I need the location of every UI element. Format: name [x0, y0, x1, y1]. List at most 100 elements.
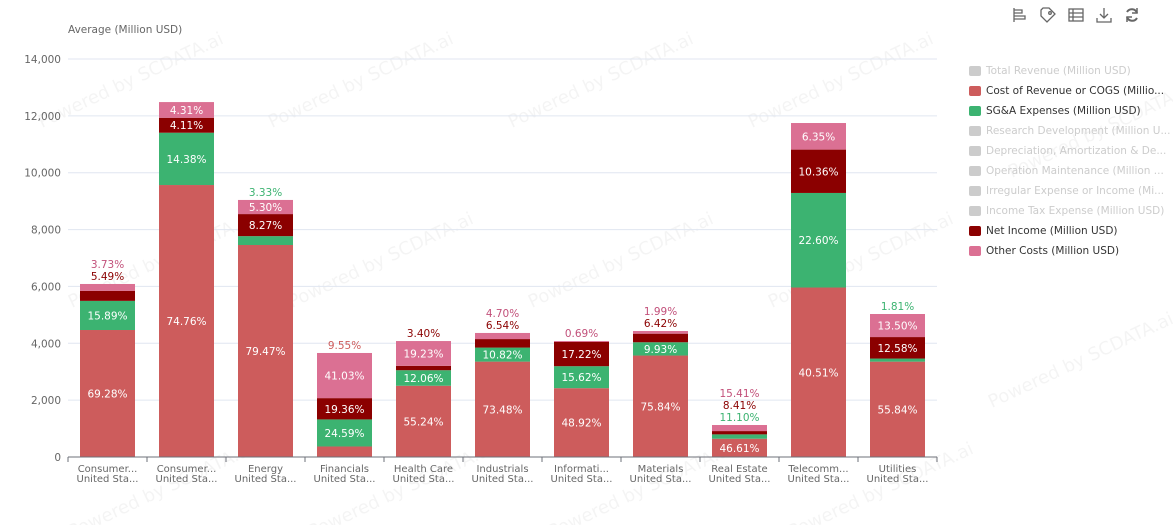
legend-label: Depreciation, Amortization & De... — [986, 145, 1167, 157]
legend-item[interactable]: Net Income (Million USD) — [969, 221, 1170, 241]
data-label: 4.70% — [486, 308, 519, 320]
legend-label: Other Costs (Million USD) — [986, 245, 1120, 257]
legend-item[interactable]: Total Revenue (Million USD) — [969, 61, 1170, 81]
bar-segment[interactable] — [633, 355, 688, 457]
bar-segment[interactable] — [396, 341, 451, 366]
data-label: 6.35% — [802, 131, 835, 143]
data-label: 12.06% — [403, 373, 443, 385]
bar-segment[interactable] — [475, 332, 530, 340]
legend-swatch-icon — [969, 166, 981, 176]
data-label: 4.31% — [170, 105, 203, 117]
legend-item[interactable]: Operation Maintenance (Million ... — [969, 161, 1170, 181]
data-label: 55.84% — [877, 404, 917, 416]
bar-segment[interactable] — [80, 290, 135, 301]
bar-segment[interactable] — [633, 342, 688, 356]
bar-segment[interactable] — [554, 341, 609, 342]
data-label: 5.49% — [91, 271, 124, 283]
legend-swatch-icon — [969, 86, 981, 96]
data-label: 6.42% — [644, 318, 677, 330]
bar-segment[interactable] — [238, 214, 293, 237]
legend-item[interactable]: Irregular Expense or Income (Mi... — [969, 181, 1170, 201]
x-tick-label: United Sta... — [235, 474, 297, 485]
x-tick-label: Informati... — [554, 464, 609, 475]
bar-segment[interactable] — [712, 425, 767, 432]
bar-segment[interactable] — [159, 117, 214, 133]
legend-item[interactable]: SG&A Expenses (Million USD) — [969, 101, 1170, 121]
bar-segment[interactable] — [712, 438, 767, 457]
legend-item[interactable]: Research Development (Million U... — [969, 121, 1170, 141]
bar-segment[interactable] — [317, 352, 372, 399]
bar-segment[interactable] — [870, 314, 925, 338]
bar-segment[interactable] — [396, 370, 451, 386]
bar-segment[interactable] — [870, 337, 925, 359]
y-tick-label: 2,000 — [31, 395, 61, 407]
bar-segment[interactable] — [791, 149, 846, 193]
chart-toolbar — [1010, 5, 1142, 25]
data-label: 74.76% — [166, 316, 206, 328]
data-view-icon[interactable] — [1066, 5, 1086, 25]
bar-segment[interactable] — [554, 366, 609, 389]
bar-segment[interactable] — [159, 132, 214, 186]
bar-segment[interactable] — [712, 431, 767, 435]
bar-segment[interactable] — [238, 236, 293, 246]
data-label: 4.11% — [170, 120, 203, 132]
bar-segment[interactable] — [475, 361, 530, 457]
data-label: 79.47% — [245, 346, 285, 358]
bar-segment[interactable] — [870, 358, 925, 362]
bar-segment[interactable] — [80, 300, 135, 331]
data-label: 15.62% — [561, 372, 601, 384]
bar-segment[interactable] — [159, 102, 214, 118]
legend-item[interactable]: Cost of Revenue or COGS (Millio... — [969, 81, 1170, 101]
x-tick-label: United Sta... — [867, 474, 929, 485]
bar-segment[interactable] — [712, 434, 767, 439]
x-tick-label: Consumer... — [157, 464, 217, 475]
bar-segment[interactable] — [317, 419, 372, 447]
legend-item[interactable]: Income Tax Expense (Million USD) — [969, 201, 1170, 221]
watermark: Powered by SCDATA.ai — [985, 308, 1173, 412]
legend-swatch-icon — [969, 106, 981, 116]
bar-segment[interactable] — [396, 365, 451, 371]
bar-segment[interactable] — [396, 385, 451, 457]
legend-item[interactable]: Other Costs (Million USD) — [969, 241, 1170, 261]
data-label: 75.84% — [640, 401, 680, 413]
bar-segment[interactable] — [791, 287, 846, 457]
legend-label: Total Revenue (Million USD) — [986, 65, 1131, 77]
bar-segment[interactable] — [633, 333, 688, 343]
legend-item[interactable]: Depreciation, Amortization & De... — [969, 141, 1170, 161]
bar-segment[interactable] — [317, 446, 372, 457]
bar-segment[interactable] — [317, 398, 372, 420]
bar-segment[interactable] — [554, 388, 609, 457]
bar-segment[interactable] — [475, 347, 530, 362]
bar-segment[interactable] — [475, 339, 530, 348]
legend-label: Research Development (Million U... — [986, 125, 1171, 137]
bar-segment[interactable] — [791, 192, 846, 288]
bar-segment[interactable] — [80, 283, 135, 291]
bar-layout-icon[interactable] — [1010, 5, 1030, 25]
data-label: 5.30% — [249, 202, 282, 214]
bar-segment[interactable] — [159, 185, 214, 457]
bar-segment[interactable] — [554, 341, 609, 367]
data-label: 1.81% — [881, 301, 914, 313]
data-label: 48.92% — [561, 418, 601, 430]
bar-segment[interactable] — [80, 330, 135, 457]
x-tick-label: United Sta... — [551, 474, 613, 485]
x-tick-label: United Sta... — [77, 474, 139, 485]
y-axis-title: Average (Million USD) — [68, 24, 182, 36]
bar-segment[interactable] — [238, 245, 293, 457]
x-tick-label: United Sta... — [630, 474, 692, 485]
download-icon[interactable] — [1094, 5, 1114, 25]
data-label: 3.40% — [407, 328, 440, 340]
legend-swatch-icon — [969, 146, 981, 156]
bar-segment[interactable] — [238, 199, 293, 215]
data-label: 41.03% — [324, 371, 364, 383]
data-label: 3.33% — [249, 187, 282, 199]
x-tick-label: Financials — [320, 464, 369, 475]
y-tick-label: 6,000 — [31, 281, 61, 293]
tag-icon[interactable] — [1038, 5, 1058, 25]
bar-segment[interactable] — [870, 361, 925, 457]
chart-legend: Total Revenue (Million USD) Cost of Reven… — [969, 61, 1170, 261]
bar-segment[interactable] — [791, 123, 846, 150]
bar-segment[interactable] — [633, 331, 688, 334]
refresh-icon[interactable] — [1122, 5, 1142, 25]
